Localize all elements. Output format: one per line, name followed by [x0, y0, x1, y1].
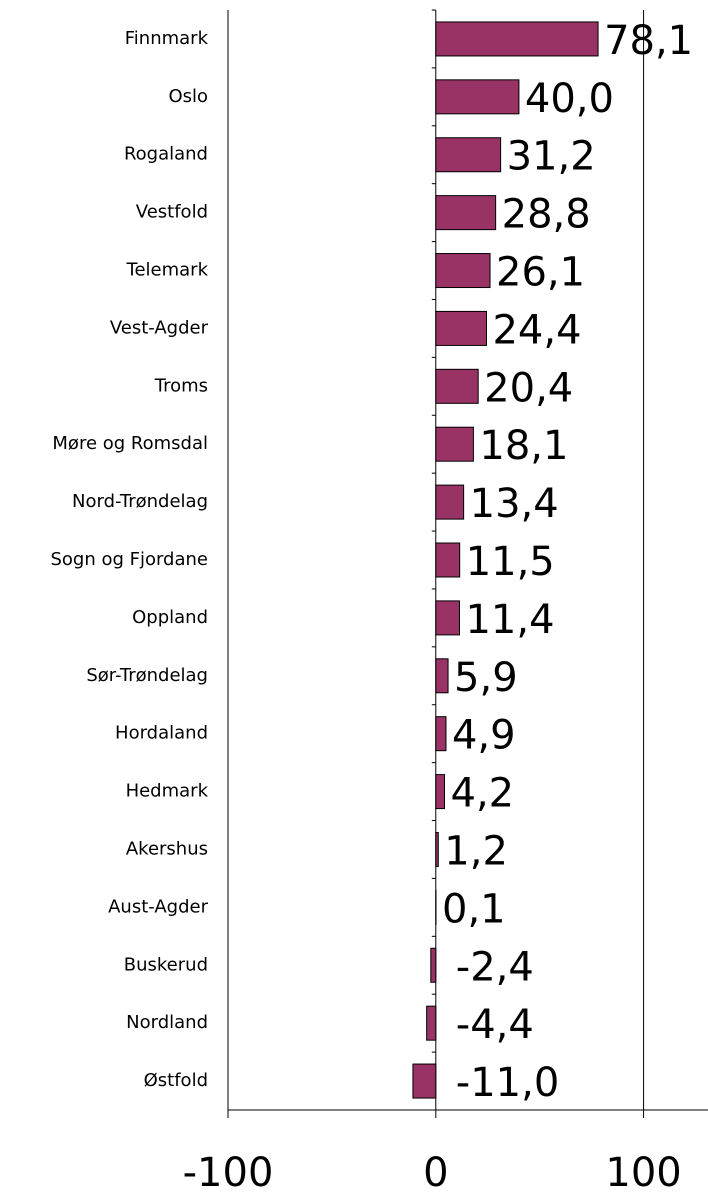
category-label: Oslo — [168, 86, 208, 107]
value-label: 0,1 — [442, 886, 506, 932]
bar — [430, 947, 437, 983]
value-label: -4,4 — [456, 1002, 534, 1048]
value-label: 4,9 — [452, 713, 516, 759]
category-label: Troms — [154, 375, 208, 396]
x-tick-label: 0 — [423, 1150, 448, 1195]
bar — [435, 426, 474, 462]
category-label: Nordland — [126, 1012, 208, 1033]
bar — [435, 716, 447, 752]
bar — [412, 1063, 437, 1099]
category-label: Akershus — [126, 838, 208, 859]
value-label: -2,4 — [456, 944, 534, 990]
value-label: 40,0 — [525, 76, 614, 122]
category-label: Østfold — [144, 1070, 208, 1091]
category-label: Sør-Trøndelag — [86, 665, 208, 686]
bar — [435, 368, 479, 404]
x-tick-label: -100 — [183, 1150, 274, 1195]
category-label: Oppland — [132, 607, 208, 628]
value-label: 1,2 — [444, 828, 508, 874]
bar — [435, 484, 465, 520]
bar — [435, 600, 460, 636]
value-label: 26,1 — [496, 250, 585, 296]
value-label: 4,2 — [451, 771, 515, 817]
value-label: 24,4 — [492, 307, 581, 353]
category-label: Hedmark — [126, 781, 209, 802]
value-label: 18,1 — [479, 423, 568, 469]
value-label: 13,4 — [470, 481, 559, 527]
category-label: Vestfold — [136, 202, 208, 223]
value-label: 5,9 — [454, 655, 518, 701]
category-label: Finnmark — [125, 28, 209, 49]
value-label: 31,2 — [507, 134, 596, 180]
value-label: 11,5 — [466, 539, 555, 585]
category-label: Møre og Romsdal — [52, 433, 208, 454]
category-label: Rogaland — [124, 144, 208, 165]
category-label: Nord-Trøndelag — [72, 491, 208, 512]
category-label: Aust-Agder — [108, 896, 208, 917]
category-label: Buskerud — [124, 954, 208, 975]
bar — [435, 310, 487, 346]
bar — [435, 658, 449, 694]
bar — [435, 21, 599, 57]
x-tick-label: 100 — [605, 1150, 681, 1195]
value-label: 28,8 — [502, 192, 591, 238]
category-label: Telemark — [126, 260, 209, 281]
value-label: -11,0 — [456, 1060, 560, 1106]
category-label: Hordaland — [115, 723, 208, 744]
bar — [435, 253, 491, 289]
bar — [435, 195, 497, 231]
category-label: Vest-Agder — [110, 317, 209, 338]
bar — [435, 774, 446, 810]
bar — [435, 79, 520, 115]
bar — [435, 137, 502, 173]
bar — [435, 831, 439, 867]
value-label: 20,4 — [484, 365, 573, 411]
category-label: Sogn og Fjordane — [50, 549, 208, 570]
value-label: 11,4 — [465, 597, 554, 643]
bar — [435, 542, 461, 578]
bar — [426, 1005, 437, 1041]
value-label: 78,1 — [604, 18, 693, 64]
